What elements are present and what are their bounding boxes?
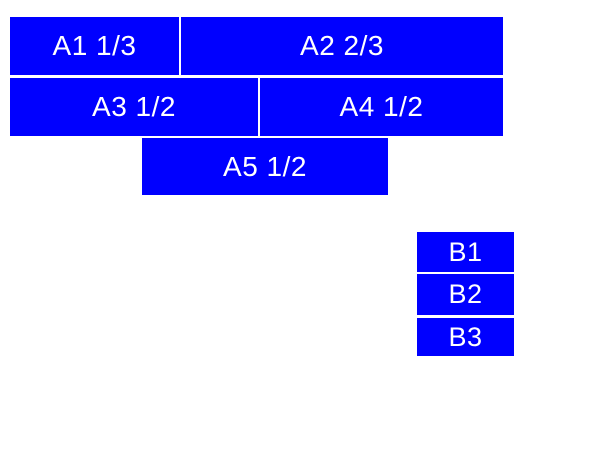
block-a4: A4 1/2 [260, 78, 503, 136]
block-a3: A3 1/2 [10, 78, 258, 136]
block-a5: A5 1/2 [142, 138, 388, 195]
block-b1: B1 [417, 232, 514, 272]
block-b3: B3 [417, 318, 514, 356]
block-a2: A2 2/3 [181, 17, 503, 75]
block-a1: A1 1/3 [10, 17, 179, 75]
block-b2: B2 [417, 274, 514, 315]
